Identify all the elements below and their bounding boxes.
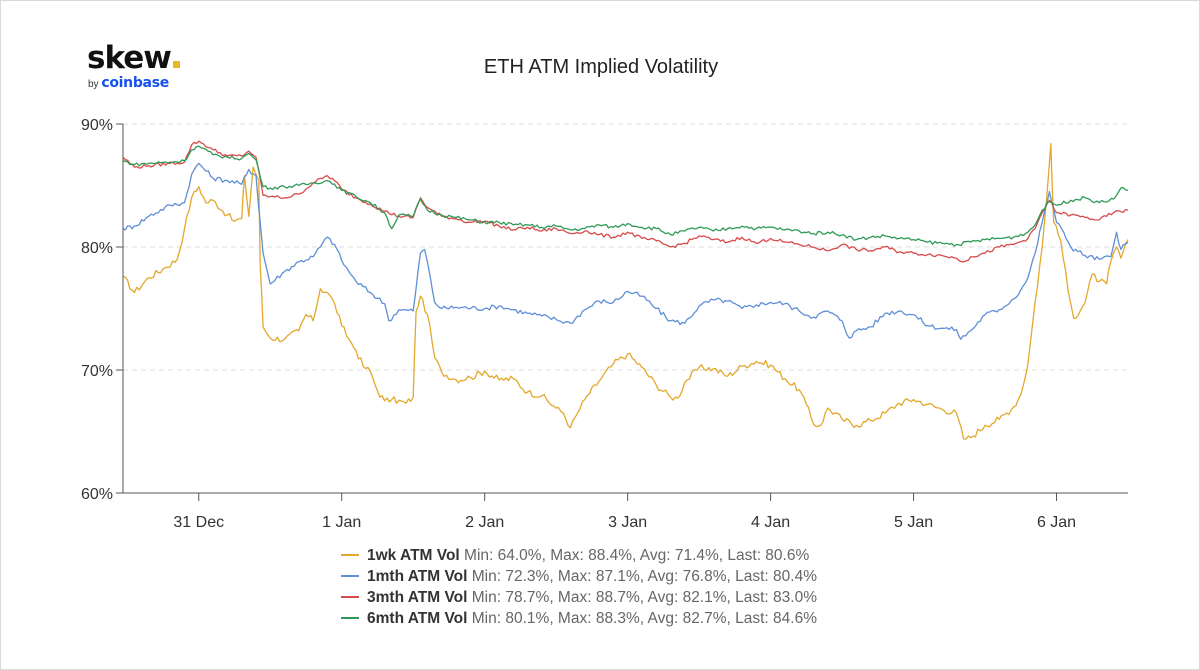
series-line-0 <box>122 143 1129 440</box>
legend-series-stats-2: Min: 78.7%, Max: 88.7%, Avg: 82.1%, Last… <box>467 589 817 606</box>
series-line-1 <box>122 162 1129 340</box>
grid-lines <box>123 123 1128 371</box>
series-layer <box>122 140 1129 440</box>
legend-series-name-2: 3mth ATM Vol <box>367 589 468 606</box>
x-tick-label-3: 3 Jan <box>608 514 647 531</box>
skew-logo: skew by coinbase <box>87 43 180 91</box>
y-tick-label-0: 60% <box>81 486 113 503</box>
logo-by-text: by <box>88 79 99 90</box>
legend-item-1[interactable]: 1mth ATM Vol Min: 72.3%, Max: 87.1%, Avg… <box>341 566 817 587</box>
x-tick-label-4: 4 Jan <box>751 514 790 531</box>
x-tick-label-5: 5 Jan <box>894 514 933 531</box>
legend-item-2[interactable]: 3mth ATM Vol Min: 78.7%, Max: 88.7%, Avg… <box>341 587 817 608</box>
legend: 1wk ATM Vol Min: 64.0%, Max: 88.4%, Avg:… <box>341 545 817 629</box>
legend-series-name-0: 1wk ATM Vol <box>367 547 460 564</box>
logo-byline: by coinbase <box>88 75 180 91</box>
legend-series-stats-3: Min: 80.1%, Max: 88.3%, Avg: 82.7%, Last… <box>467 610 817 627</box>
y-tick-label-2: 80% <box>81 240 113 257</box>
legend-series-name-1: 1mth ATM Vol <box>367 568 468 585</box>
legend-swatch-2 <box>341 595 359 598</box>
chart-title: ETH ATM Implied Volatility <box>483 56 719 78</box>
legend-swatch-0 <box>341 553 359 556</box>
y-tick-label-1: 70% <box>81 363 113 380</box>
y-tick-label-3: 90% <box>81 117 113 134</box>
series-line-3 <box>122 145 1129 247</box>
x-tick-label-6: 6 Jan <box>1037 514 1076 531</box>
logo-dot-icon <box>172 61 180 68</box>
legend-swatch-1 <box>341 574 359 577</box>
axes: 60% 70% 80% 90% 31 Dec 1 Jan 2 Jan 3 Jan 4 Jan 5 … <box>81 117 1128 531</box>
legend-series-stats-0: Min: 64.0%, Max: 88.4%, Avg: 71.4%, Last… <box>459 547 810 564</box>
x-tick-label-1: 1 Jan <box>322 514 361 531</box>
line-chart: 60% 70% 80% 90% 31 Dec 1 Jan 2 Jan 3 Jan 4 Jan 5 … <box>81 117 1129 531</box>
x-tick-label-2: 2 Jan <box>465 514 504 531</box>
logo-brand: coinbase <box>101 75 169 91</box>
x-tick-label-0: 31 Dec <box>173 514 224 531</box>
legend-swatch-3 <box>341 616 359 619</box>
legend-series-name-3: 6mth ATM Vol <box>367 610 468 627</box>
logo-wordmark: skew <box>87 40 172 76</box>
legend-item-0[interactable]: 1wk ATM Vol Min: 64.0%, Max: 88.4%, Avg:… <box>341 545 817 566</box>
series-line-2 <box>122 140 1129 263</box>
legend-item-3[interactable]: 6mth ATM Vol Min: 80.1%, Max: 88.3%, Avg… <box>341 608 817 629</box>
legend-series-stats-1: Min: 72.3%, Max: 87.1%, Avg: 76.8%, Last… <box>467 568 817 585</box>
